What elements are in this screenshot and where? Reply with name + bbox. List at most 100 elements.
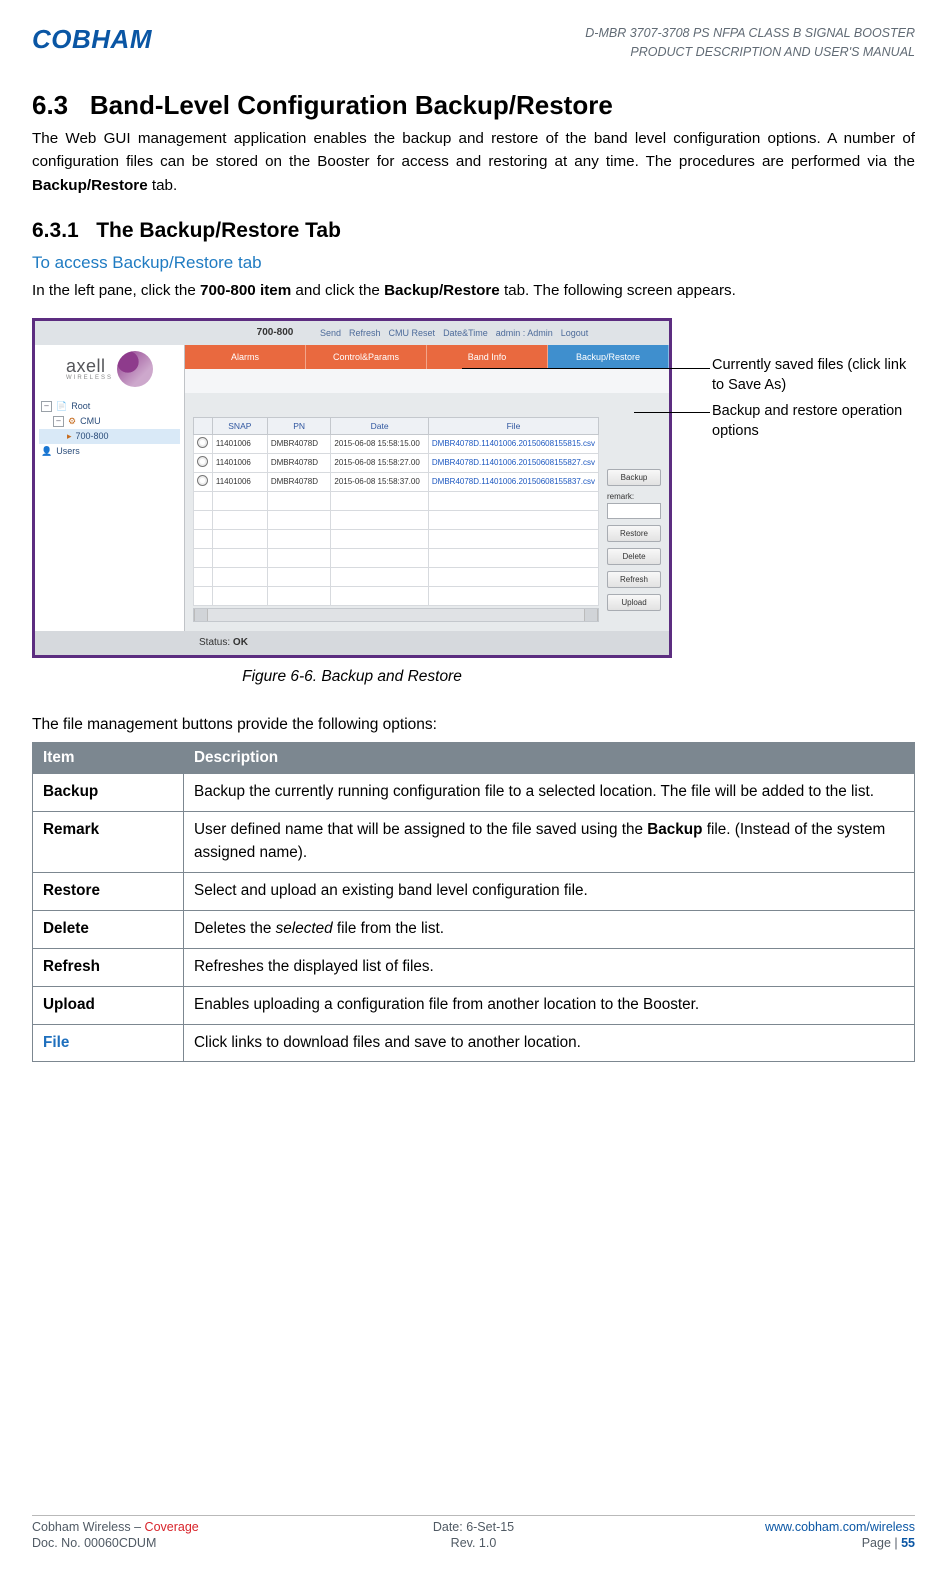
link-send[interactable]: Send bbox=[320, 328, 341, 338]
grid-body: 11401006 DMBR4078D 2015-06-08 15:58:15.0… bbox=[194, 434, 599, 605]
options-table: Item Description BackupBackup the curren… bbox=[32, 742, 915, 1063]
grid-row-empty bbox=[194, 529, 599, 548]
cell-date: 2015-06-08 15:58:27.00 bbox=[331, 453, 429, 472]
refresh-button[interactable]: Refresh bbox=[607, 571, 661, 588]
brand-name: axell bbox=[66, 356, 113, 377]
row-radio[interactable] bbox=[194, 434, 213, 453]
tree-list: – 📄 Root – ⚙ CMU ▸ 700-800 bbox=[35, 393, 184, 465]
options-row: RestoreSelect and upload an existing ban… bbox=[33, 872, 915, 910]
col-item: Item bbox=[33, 742, 184, 773]
col-pn: PN bbox=[267, 417, 331, 434]
brand-sub: WIRELESS bbox=[66, 375, 113, 381]
option-key: Upload bbox=[33, 986, 184, 1024]
radio-icon[interactable] bbox=[197, 456, 208, 467]
tree-cmu[interactable]: – ⚙ CMU bbox=[39, 414, 180, 429]
admin-label: admin : Admin bbox=[496, 328, 553, 338]
heading-number: 6.3.1 bbox=[32, 219, 79, 242]
callouts: Currently saved files (click link to Sav… bbox=[672, 318, 912, 658]
option-key: Refresh bbox=[33, 948, 184, 986]
grid-row: 11401006 DMBR4078D 2015-06-08 15:58:37.0… bbox=[194, 472, 599, 491]
access-bold-1: 700-800 item bbox=[200, 282, 291, 299]
options-row: FileClick links to download files and sa… bbox=[33, 1024, 915, 1062]
heading-6-3-1: 6.3.1 The Backup/Restore Tab bbox=[32, 219, 915, 243]
tree-label: Users bbox=[56, 446, 80, 456]
link-cmu-reset[interactable]: CMU Reset bbox=[389, 328, 436, 338]
top-links: Send Refresh CMU Reset Date&Time admin :… bbox=[320, 328, 588, 338]
expand-icon[interactable]: – bbox=[53, 416, 64, 427]
option-key: Backup bbox=[33, 773, 184, 811]
ops-panel: Backup remark: Restore Delete Refresh Up… bbox=[607, 469, 661, 617]
tree-users[interactable]: 👤 Users bbox=[39, 444, 180, 459]
app-screenshot: 700-800 Send Refresh CMU Reset Date&Time… bbox=[32, 318, 672, 658]
intro-pre: The Web GUI management application enabl… bbox=[32, 130, 915, 171]
page-number: 55 bbox=[901, 1536, 915, 1550]
radio-icon[interactable] bbox=[197, 475, 208, 486]
callout-ops: Backup and restore operation options bbox=[712, 402, 912, 441]
page-label: Page | bbox=[862, 1536, 901, 1550]
link-refresh[interactable]: Refresh bbox=[349, 328, 381, 338]
grid-header-row: SNAP PN Date File bbox=[194, 417, 599, 434]
tree-700-800[interactable]: ▸ 700-800 bbox=[39, 429, 180, 444]
backup-button[interactable]: Backup bbox=[607, 469, 661, 486]
app-topbar: 700-800 Send Refresh CMU Reset Date&Time… bbox=[35, 321, 669, 345]
figure-caption: Figure 6-6. Backup and Restore bbox=[32, 668, 672, 686]
option-description: Refreshes the displayed list of files. bbox=[184, 948, 915, 986]
options-body: BackupBackup the currently running confi… bbox=[33, 773, 915, 1062]
access-pre: In the left pane, click the bbox=[32, 282, 200, 299]
options-intro: The file management buttons provide the … bbox=[32, 716, 915, 734]
tab-backup-restore[interactable]: Backup/Restore bbox=[548, 345, 669, 369]
delete-button[interactable]: Delete bbox=[607, 548, 661, 565]
access-bold-2: Backup/Restore bbox=[384, 282, 500, 299]
cell-snap: 11401006 bbox=[212, 472, 267, 491]
options-row: RefreshRefreshes the displayed list of f… bbox=[33, 948, 915, 986]
grid-row-empty bbox=[194, 567, 599, 586]
footer-brand: Cobham Wireless – Coverage bbox=[32, 1520, 433, 1534]
cell-file-link[interactable]: DMBR4078D.11401006.20150608155837.csv bbox=[428, 472, 598, 491]
options-header-row: Item Description bbox=[33, 742, 915, 773]
row-radio[interactable] bbox=[194, 472, 213, 491]
brand-swirl-icon bbox=[117, 351, 153, 387]
col-date: Date bbox=[331, 417, 429, 434]
link-logout[interactable]: Logout bbox=[561, 328, 589, 338]
option-description: Backup the currently running configurati… bbox=[184, 773, 915, 811]
grid-row: 11401006 DMBR4078D 2015-06-08 15:58:15.0… bbox=[194, 434, 599, 453]
desc-bold: Backup bbox=[647, 821, 702, 838]
radio-icon[interactable] bbox=[197, 437, 208, 448]
expand-icon[interactable]: – bbox=[41, 401, 52, 412]
grid-h-scrollbar[interactable] bbox=[193, 608, 599, 622]
tab-control-params[interactable]: Control&Params bbox=[306, 345, 427, 369]
tab-alarms[interactable]: Alarms bbox=[185, 345, 306, 369]
grid-row-empty bbox=[194, 586, 599, 605]
options-row: BackupBackup the currently running confi… bbox=[33, 773, 915, 811]
restore-button[interactable]: Restore bbox=[607, 525, 661, 542]
option-description: Click links to download files and save t… bbox=[184, 1024, 915, 1062]
footer-brand-name: Cobham Wireless bbox=[32, 1520, 131, 1534]
nav-tree: – 📄 Root – ⚙ CMU ▸ 700-800 bbox=[35, 393, 185, 658]
col-file: File bbox=[428, 417, 598, 434]
doc-title-line2: PRODUCT DESCRIPTION AND USER'S MANUAL bbox=[585, 43, 915, 62]
files-grid: SNAP PN Date File 11401006 bbox=[193, 417, 599, 606]
grid-row-empty bbox=[194, 510, 599, 529]
heading-text: The Backup/Restore Tab bbox=[96, 219, 341, 242]
cell-pn: DMBR4078D bbox=[267, 472, 331, 491]
upload-button[interactable]: Upload bbox=[607, 594, 661, 611]
footer-page: Page | 55 bbox=[514, 1536, 915, 1550]
subheading-access: To access Backup/Restore tab bbox=[32, 253, 915, 273]
cell-date: 2015-06-08 15:58:37.00 bbox=[331, 472, 429, 491]
row-radio[interactable] bbox=[194, 453, 213, 472]
remark-input[interactable] bbox=[607, 503, 661, 519]
tree-root[interactable]: – 📄 Root bbox=[39, 399, 180, 414]
link-datetime[interactable]: Date&Time bbox=[443, 328, 488, 338]
cell-pn: DMBR4078D bbox=[267, 434, 331, 453]
heading-number: 6.3 bbox=[32, 90, 68, 120]
option-key: File bbox=[33, 1024, 184, 1062]
option-description: Select and upload an existing band level… bbox=[184, 872, 915, 910]
cell-pn: DMBR4078D bbox=[267, 453, 331, 472]
access-mid: and click the bbox=[291, 282, 384, 299]
cell-file-link[interactable]: DMBR4078D.11401006.20150608155827.csv bbox=[428, 453, 598, 472]
footer-rev: Rev. 1.0 bbox=[433, 1536, 514, 1550]
page: COBHAM D-MBR 3707-3708 PS NFPA CLASS B S… bbox=[0, 0, 947, 1570]
tab-band-info[interactable]: Band Info bbox=[427, 345, 548, 369]
cell-file-link[interactable]: DMBR4078D.11401006.20150608155815.csv bbox=[428, 434, 598, 453]
cell-date: 2015-06-08 15:58:15.00 bbox=[331, 434, 429, 453]
